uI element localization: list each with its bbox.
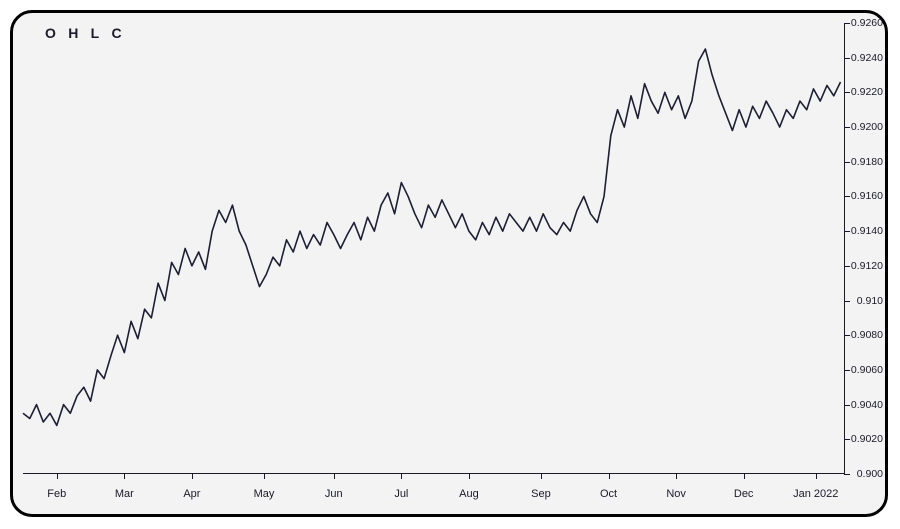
y-tick-mark <box>844 301 850 302</box>
x-tick-label: Nov <box>666 488 686 500</box>
y-tick-mark <box>844 405 850 406</box>
x-tick-label: Oct <box>600 488 617 500</box>
y-tick-label: 0.9260 <box>851 17 883 29</box>
y-tick-label: 0.9200 <box>851 121 883 133</box>
y-tick-mark <box>844 370 850 371</box>
y-tick-label: 0.9040 <box>851 399 883 411</box>
x-tick-mark <box>124 473 125 479</box>
y-tick-label: 0.9080 <box>851 329 883 341</box>
price-line <box>23 49 841 425</box>
y-tick-mark <box>844 58 850 59</box>
y-tick-mark <box>844 196 850 197</box>
x-tick-mark <box>609 473 610 479</box>
x-tick-label: Jul <box>394 488 408 500</box>
y-tick-mark <box>844 335 850 336</box>
y-tick-mark <box>844 439 850 440</box>
x-tick-mark <box>334 473 335 479</box>
x-tick-mark <box>192 473 193 479</box>
x-tick-mark <box>401 473 402 479</box>
x-tick-mark <box>744 473 745 479</box>
x-tick-label: Aug <box>459 488 479 500</box>
y-tick-mark <box>844 92 850 93</box>
y-tick-mark <box>844 162 850 163</box>
x-tick-mark <box>264 473 265 479</box>
x-tick-label: Feb <box>47 488 66 500</box>
y-tick-label: 0.9140 <box>851 225 883 237</box>
y-tick-mark <box>844 266 850 267</box>
x-tick-mark <box>816 473 817 479</box>
x-tick-mark <box>541 473 542 479</box>
x-tick-label: Apr <box>183 488 200 500</box>
y-tick-label: 0.9220 <box>851 86 883 98</box>
x-tick-mark <box>469 473 470 479</box>
x-tick-label: Mar <box>115 488 134 500</box>
x-tick-mark <box>57 473 58 479</box>
chart-frame: O H L C 0.9000.90200.90400.90600.90800.9… <box>10 10 888 517</box>
x-tick-label: Jan 2022 <box>793 488 838 500</box>
y-tick-label: 0.9240 <box>851 52 883 64</box>
x-tick-label: Jun <box>325 488 343 500</box>
y-tick-label: 0.900 <box>857 468 883 480</box>
y-tick-label: 0.9160 <box>851 190 883 202</box>
x-tick-label: May <box>254 488 275 500</box>
y-tick-label: 0.9060 <box>851 364 883 376</box>
y-tick-mark <box>844 474 850 475</box>
y-tick-mark <box>844 231 850 232</box>
x-tick-label: Sep <box>531 488 551 500</box>
y-tick-label: 0.910 <box>857 295 883 307</box>
x-tick-label: Dec <box>734 488 754 500</box>
line-chart-svg <box>23 23 845 474</box>
y-tick-mark <box>844 127 850 128</box>
y-tick-label: 0.9120 <box>851 260 883 272</box>
y-tick-label: 0.9180 <box>851 156 883 168</box>
x-tick-mark <box>676 473 677 479</box>
y-tick-label: 0.9020 <box>851 433 883 445</box>
y-tick-mark <box>844 23 850 24</box>
